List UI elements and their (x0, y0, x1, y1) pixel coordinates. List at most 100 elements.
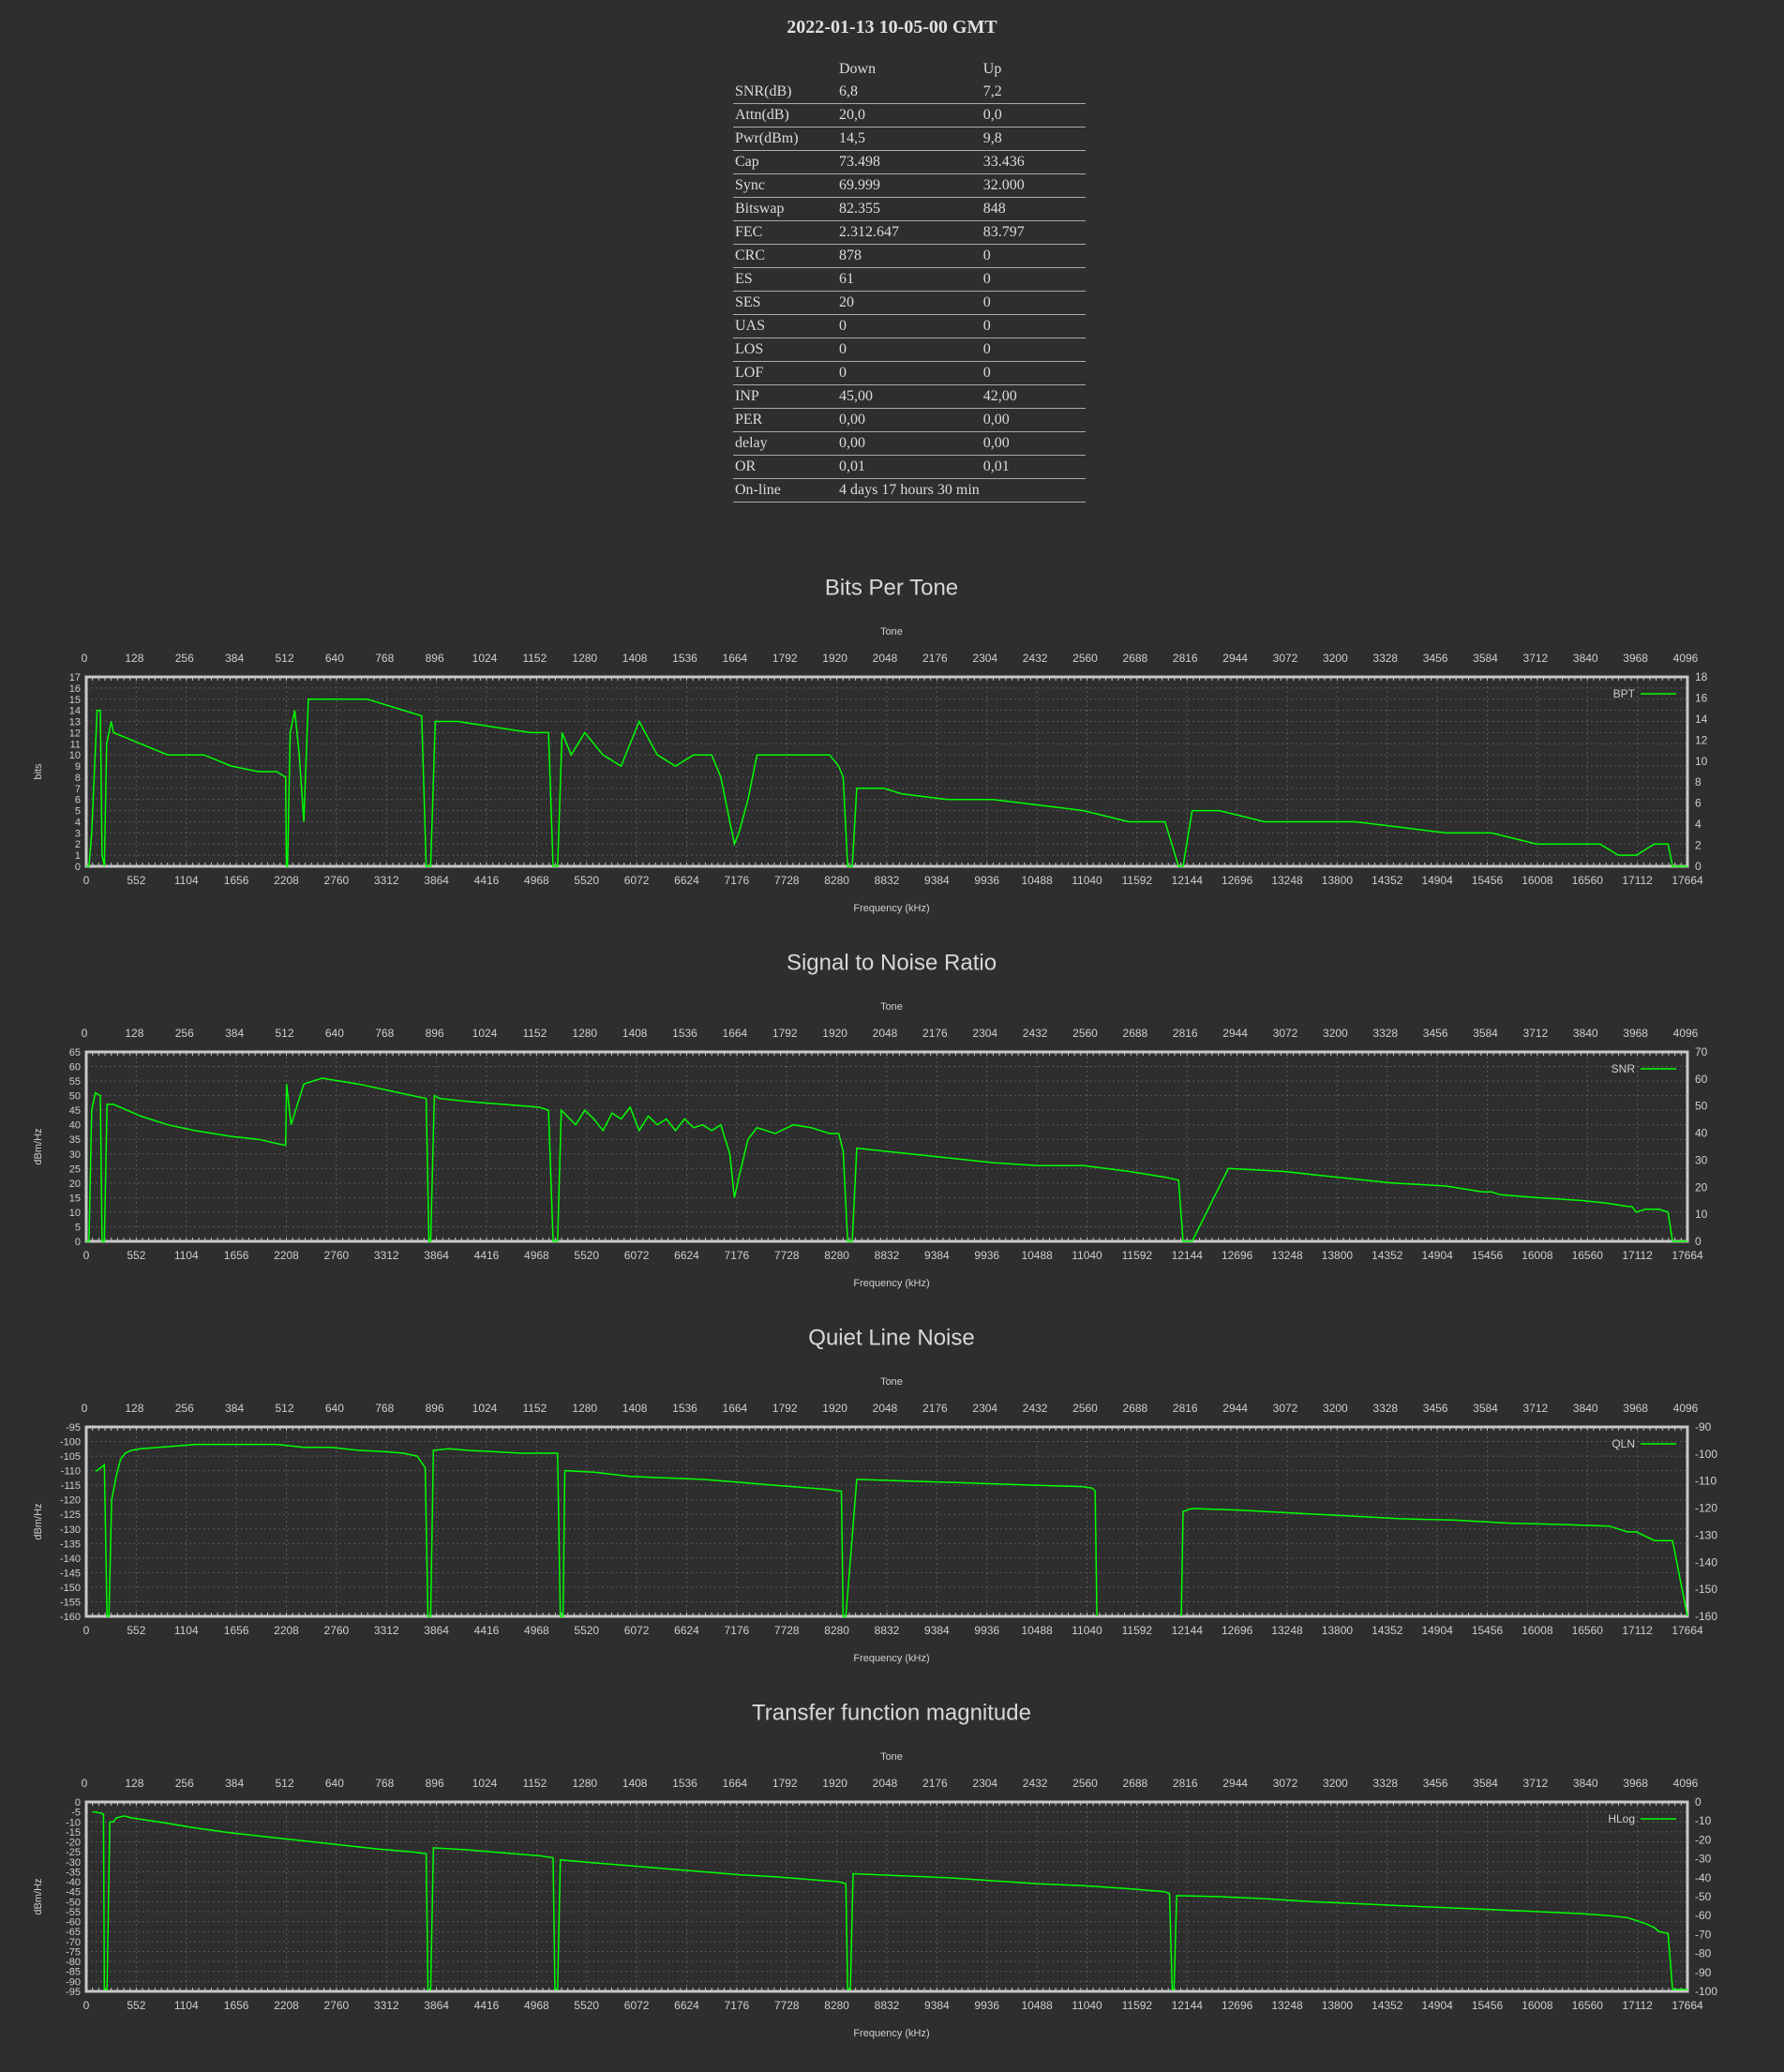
x2-tick-label: 1024 (472, 652, 498, 665)
y-tick-label: 0 (75, 1797, 81, 1809)
y-tick-label: 0 (75, 1237, 81, 1248)
x-tick-label: 13800 (1322, 1624, 1354, 1637)
x2-tick-label: 3584 (1473, 1027, 1498, 1040)
x2-tick-label: 3456 (1423, 1777, 1448, 1790)
y2-tick-label: 0 (1695, 860, 1702, 873)
chart-title: Signal to Noise Ratio (787, 950, 997, 975)
x-tick-label: 7176 (725, 1999, 750, 2012)
stats-up-value: 0 (981, 267, 1086, 292)
plot-frame (84, 1050, 1689, 1243)
y-tick-label: 20 (69, 1179, 81, 1190)
x2-tick-label: 3072 (1273, 652, 1298, 665)
x-tick-label: 16008 (1522, 1249, 1553, 1262)
x-tick-label: 13800 (1322, 874, 1354, 887)
x2-tick-label: 3456 (1423, 652, 1448, 665)
y-tick-label: 30 (69, 1149, 81, 1161)
x-tick-label: 17112 (1622, 1624, 1653, 1637)
x-tick-label: 8280 (824, 1624, 849, 1637)
y-tick-label: 5 (75, 1222, 81, 1233)
stats-row-label: On-line (733, 478, 837, 503)
x2-tick-label: 3328 (1372, 1402, 1398, 1415)
x2-tick-label: 2432 (1023, 1777, 1048, 1790)
y-tick-label: -95 (66, 1987, 81, 1998)
x-tick-label: 10488 (1021, 1624, 1053, 1637)
y2-tick-label: -30 (1695, 1853, 1712, 1866)
x-tick-label: 552 (127, 1624, 145, 1637)
x-tick-label: 10488 (1021, 874, 1053, 887)
x2-tick-label: 1792 (772, 652, 798, 665)
x-tick-label: 16008 (1522, 1624, 1553, 1637)
x2-tick-label: 2432 (1023, 1402, 1048, 1415)
y-tick-label: -35 (66, 1867, 81, 1878)
x-tick-label: 2208 (274, 1249, 299, 1262)
x-tick-label: 17112 (1622, 1999, 1653, 2012)
stats-up-value: 0,00 (981, 431, 1086, 456)
x-tick-label: 16560 (1572, 1249, 1604, 1262)
x-tick-label: 13248 (1271, 1249, 1303, 1262)
x-tick-label: 14904 (1421, 1249, 1453, 1262)
stats-header-row: Down Up (733, 58, 1086, 81)
stats-down-value: 0,01 (837, 455, 982, 479)
y-tick-label: -115 (61, 1480, 81, 1492)
x2-tick-label: 0 (82, 1027, 88, 1040)
x-tick-label: 8280 (824, 1249, 849, 1262)
legend: HLog (1608, 1812, 1676, 1825)
x2-tick-label: 1920 (822, 652, 847, 665)
y-tick-label: 55 (69, 1076, 81, 1088)
x-tick-label: 12696 (1222, 1624, 1253, 1637)
y-tick-label: 10 (69, 750, 81, 761)
stats-row: PER 0,00 0,00 (733, 408, 1086, 432)
x2-tick-label: 2688 (1123, 1027, 1148, 1040)
stats-row: SNR(dB) 6,8 7,2 (733, 81, 1086, 104)
x-tick-label: 12144 (1172, 874, 1204, 887)
x-tick-label: 2208 (274, 874, 299, 887)
x-tick-label: 13248 (1271, 874, 1303, 887)
y2-tick-label: -130 (1695, 1528, 1717, 1541)
stats-table-body: SNR(dB) 6,8 7,2 Attn(dB) 20,0 0,0 Pwr(dBm) 14,5… (733, 81, 1086, 503)
stats-row-label: ES (733, 267, 837, 292)
x-tick-label: 12144 (1172, 1624, 1204, 1637)
y2-tick-label: 10 (1695, 755, 1708, 768)
x2-tick-label: 3712 (1523, 1027, 1549, 1040)
x-tick-label: 8280 (824, 1999, 849, 2012)
x2-tick-label: 2688 (1123, 1777, 1148, 1790)
x-tick-label: 17112 (1622, 1249, 1653, 1262)
x2-tick-label: 1408 (622, 1027, 648, 1040)
x2-tick-label: 1664 (723, 1027, 748, 1040)
x2-tick-label: 3968 (1623, 1027, 1648, 1040)
x-tick-label: 9936 (974, 874, 999, 887)
x2-tick-label: 1536 (672, 652, 697, 665)
x2-tick-label: 896 (426, 1777, 444, 1790)
y-tick-label: -50 (66, 1897, 81, 1908)
y-tick-label: 25 (69, 1164, 81, 1175)
x2-tick-label: 3840 (1573, 1402, 1598, 1415)
x-tick-label: 7176 (725, 1249, 750, 1262)
chart-title: Transfer function magnitude (752, 1700, 1031, 1725)
x2-tick-label: 3072 (1273, 1027, 1298, 1040)
stats-down-value: 0 (837, 338, 982, 362)
y2-tick-label: 10 (1695, 1208, 1708, 1221)
x2-tick-label: 512 (275, 652, 293, 665)
x-tick-label: 13248 (1271, 1624, 1303, 1637)
x2-tick-label: 512 (275, 1777, 293, 1790)
stats-down-value: 69.999 (837, 173, 982, 198)
x-tick-label: 9936 (974, 1624, 999, 1637)
legend-label: HLog (1608, 1812, 1635, 1825)
y-tick-label: -155 (60, 1597, 81, 1608)
x-tick-label: 552 (127, 1999, 145, 2012)
stats-row-label: Pwr(dBm) (733, 127, 837, 151)
stats-row-label: Bitswap (733, 197, 837, 221)
x-tick-label: 14352 (1372, 874, 1403, 887)
y-tick-label: -10 (66, 1817, 81, 1828)
x-tick-label: 11592 (1122, 1249, 1153, 1262)
x2-tick-label: 0 (82, 652, 88, 665)
x2-tick-label: 768 (375, 1402, 394, 1415)
stats-up-value: 0 (981, 244, 1086, 268)
x-tick-label: 0 (83, 1624, 90, 1637)
y-tick-label: -110 (61, 1466, 81, 1478)
chart-title: Bits Per Tone (825, 575, 958, 600)
y-tick-label: -30 (66, 1857, 81, 1869)
x2-tick-label: 1280 (572, 1027, 597, 1040)
x2-axis-label: Tone (880, 626, 903, 638)
x2-tick-label: 640 (325, 652, 344, 665)
